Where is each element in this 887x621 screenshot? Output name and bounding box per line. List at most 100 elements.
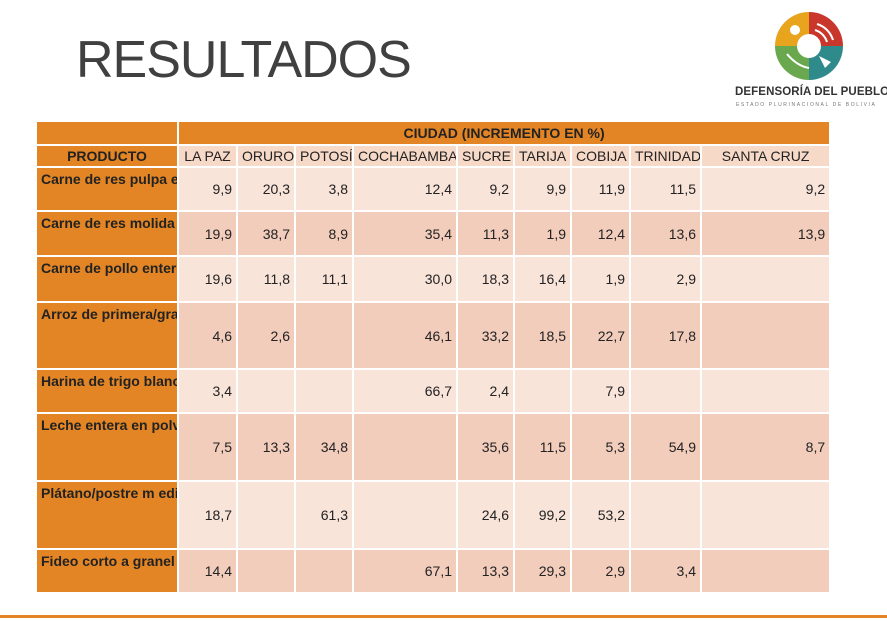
- product-name-cell: Fideo corto a granel: [35, 548, 179, 594]
- increment-value-cell: 46,1: [352, 301, 458, 370]
- increment-value-cell: 16,4: [513, 255, 572, 303]
- increment-value-cell: 17,8: [629, 301, 702, 370]
- city-column-header: POTOSÍ: [294, 144, 354, 168]
- increment-value-cell: [699, 301, 832, 370]
- increment-value-cell: 11,8: [236, 255, 296, 303]
- increment-value-cell: 1,9: [570, 255, 631, 303]
- city-column-header: SUCRE: [456, 144, 515, 168]
- increment-value-cell: [294, 548, 354, 594]
- increment-value-cell: 35,4: [352, 210, 458, 257]
- city-column-header: COBIJA: [570, 144, 631, 168]
- increment-value-cell: 9,2: [699, 166, 832, 212]
- increment-value-cell: 2,9: [629, 255, 702, 303]
- increment-value-cell: 66,7: [352, 368, 458, 414]
- table-row: Leche entera en polvo instantánea7,513,3…: [35, 412, 832, 482]
- table-row: Arroz de primera/grano de oro4,62,6 46,13…: [35, 301, 832, 370]
- increment-value-cell: 8,7: [699, 412, 832, 482]
- increment-value-cell: 13,3: [236, 412, 296, 482]
- increment-value-cell: 3,4: [177, 368, 238, 414]
- increment-value-cell: 34,8: [294, 412, 354, 482]
- increment-value-cell: 54,9: [629, 412, 702, 482]
- increment-value-cell: 67,1: [352, 548, 458, 594]
- product-name-cell: Arroz de primera/grano de oro: [35, 301, 179, 370]
- increment-value-cell: 30,0: [352, 255, 458, 303]
- city-group-header: CIUDAD (INCREMENTO EN %): [176, 120, 832, 146]
- increment-value-cell: [699, 368, 832, 414]
- increment-value-cell: 53,2: [570, 480, 631, 550]
- increment-value-cell: 2,4: [456, 368, 515, 414]
- logo-subtitle: ESTADO PLURINACIONAL DE BOLIVIA: [736, 102, 877, 108]
- city-column-header: ORURO: [236, 144, 296, 168]
- increment-value-cell: 13,6: [629, 210, 702, 257]
- product-name-cell: Plátano/postre m ediano para cocinar: [35, 480, 179, 550]
- city-column-header: COCHABAMBA: [352, 144, 458, 168]
- increment-value-cell: 19,6: [177, 255, 238, 303]
- increment-value-cell: 11,1: [294, 255, 354, 303]
- table-row: Harina de trigo blanca a granel3,4 66,72,…: [35, 368, 832, 414]
- increment-value-cell: [629, 480, 702, 550]
- table-row: Carne de res molida corriente19,938,78,9…: [35, 210, 832, 257]
- increment-value-cell: [294, 301, 354, 370]
- increment-value-cell: [513, 368, 572, 414]
- increment-value-cell: 2,9: [570, 548, 631, 594]
- city-column-header: LA PAZ: [177, 144, 238, 168]
- increment-value-cell: 12,4: [352, 166, 458, 212]
- increment-value-cell: [699, 255, 832, 303]
- increment-value-cell: 14,4: [177, 548, 238, 594]
- increment-value-cell: 61,3: [294, 480, 354, 550]
- increment-value-cell: 13,3: [456, 548, 515, 594]
- increment-value-cell: [236, 368, 296, 414]
- increment-value-cell: 38,7: [236, 210, 296, 257]
- increment-value-cell: 22,7: [570, 301, 631, 370]
- increment-value-cell: 99,2: [513, 480, 572, 550]
- increment-value-cell: 1,9: [513, 210, 572, 257]
- increment-value-cell: [629, 368, 702, 414]
- increment-value-cell: 3,4: [629, 548, 702, 594]
- increment-value-cell: [236, 548, 296, 594]
- table-row: Carne de pollo entero 19,6 11,8 11,1 30,0 18,…: [35, 255, 832, 303]
- product-name-cell: Leche entera en polvo instantánea: [35, 412, 179, 482]
- header-blank-cell: [35, 120, 179, 146]
- table-row: Carne de res pulpa especial9,920,33,812,…: [35, 166, 832, 212]
- increment-value-cell: 7,9: [570, 368, 631, 414]
- product-name-cell: Carne de pollo entero: [35, 255, 179, 303]
- increment-value-cell: 33,2: [456, 301, 515, 370]
- defensoria-logo: DEFENSORÍA DEL PUEBLO ESTADO PLURINACION…: [735, 10, 887, 110]
- city-column-header: SANTA CRUZ: [699, 144, 832, 168]
- table-row: Fideo corto a granel 14,4 67,1 13,3 29,3 2,9 3…: [35, 548, 832, 594]
- city-column-header: TARIJA: [513, 144, 572, 168]
- increment-value-cell: 5,3: [570, 412, 631, 482]
- increment-value-cell: 18,3: [456, 255, 515, 303]
- increment-value-cell: 11,9: [570, 166, 631, 212]
- increment-value-cell: 18,7: [177, 480, 238, 550]
- increment-value-cell: 20,3: [236, 166, 296, 212]
- increment-value-cell: 12,4: [570, 210, 631, 257]
- page-title: RESULTADOS: [76, 31, 412, 89]
- table-row: Plátano/postre m ediano para cocinar18,7…: [35, 480, 832, 550]
- increment-value-cell: 2,6: [236, 301, 296, 370]
- increment-value-cell: 11,5: [513, 412, 572, 482]
- increment-value-cell: 3,8: [294, 166, 354, 212]
- increment-value-cell: 9,9: [177, 166, 238, 212]
- increment-value-cell: [236, 480, 296, 550]
- increment-value-cell: 9,9: [513, 166, 572, 212]
- defensoria-emblem-icon: [775, 12, 843, 80]
- results-table: CIUDAD (INCREMENTO EN %) PRODUCTO LA PAZ…: [35, 120, 832, 594]
- product-name-cell: Harina de trigo blanca a granel: [35, 368, 179, 414]
- product-name-cell: Carne de res molida corriente: [35, 210, 179, 257]
- increment-value-cell: 8,9: [294, 210, 354, 257]
- logo-name: DEFENSORÍA DEL PUEBLO: [735, 86, 887, 98]
- bottom-divider: [0, 615, 887, 618]
- increment-value-cell: 29,3: [513, 548, 572, 594]
- increment-value-cell: [352, 480, 458, 550]
- increment-value-cell: 24,6: [456, 480, 515, 550]
- increment-value-cell: 11,5: [629, 166, 702, 212]
- product-name-cell: Carne de res pulpa especial: [35, 166, 179, 212]
- increment-value-cell: 35,6: [456, 412, 515, 482]
- increment-value-cell: 7,5: [177, 412, 238, 482]
- increment-value-cell: [352, 412, 458, 482]
- increment-value-cell: 11,3: [456, 210, 515, 257]
- increment-value-cell: [294, 368, 354, 414]
- city-column-header: TRINIDAD: [629, 144, 702, 168]
- product-column-header: PRODUCTO: [35, 144, 179, 168]
